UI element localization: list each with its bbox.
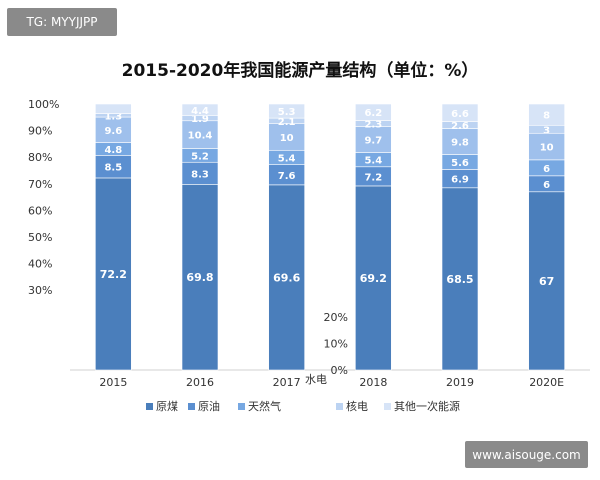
y-tick-label: 80% xyxy=(28,151,52,164)
bar-segment xyxy=(355,185,392,371)
y-tick-label: 70% xyxy=(28,178,52,191)
data-label: 10 xyxy=(280,133,294,144)
bar-segment xyxy=(181,184,219,371)
bar-segment xyxy=(355,126,392,153)
legend-label: 原煤 xyxy=(156,400,178,413)
data-label: 5.4 xyxy=(364,156,382,167)
data-label: 6 xyxy=(543,180,550,191)
data-label: 8.5 xyxy=(104,163,122,174)
x-tick-label: 2020E xyxy=(529,376,564,389)
data-label: 5.3 xyxy=(278,107,296,118)
data-label: 9.7 xyxy=(364,136,382,147)
inset-label: 水电 xyxy=(305,373,327,386)
bar-segment xyxy=(268,103,305,119)
legend-swatch xyxy=(238,403,245,410)
legend-label: 天然气 xyxy=(248,399,281,413)
data-label: 5.6 xyxy=(451,158,469,169)
data-label: 69.6 xyxy=(273,271,300,284)
data-label: 5.4 xyxy=(278,153,296,164)
legend-swatch xyxy=(146,403,153,410)
chart-title: 2015-2020年我国能源产量结构（单位：%） xyxy=(121,61,479,81)
bar-segment xyxy=(441,103,479,122)
data-label: 69.2 xyxy=(360,272,387,285)
data-label: 10.4 xyxy=(188,131,213,142)
data-label: 5.2 xyxy=(191,151,209,162)
data-label: 2.1 xyxy=(278,117,296,128)
watermark-bottom: www.aisouge.com xyxy=(465,441,588,468)
inset-tick-label: 20% xyxy=(324,311,348,324)
data-label: 7.6 xyxy=(278,171,296,182)
legend-swatch xyxy=(188,403,195,410)
inset-tick-label: 10% xyxy=(324,338,348,351)
y-tick-label: 90% xyxy=(28,125,52,138)
data-label: 2.3 xyxy=(364,120,382,131)
x-tick-label: 2016 xyxy=(186,376,214,389)
data-label: 8.3 xyxy=(191,169,209,180)
data-label: 10 xyxy=(540,143,554,154)
y-tick-label: 100% xyxy=(28,98,59,111)
data-label: 7.2 xyxy=(364,172,382,183)
y-tick-label: 60% xyxy=(28,204,52,217)
bar-segment xyxy=(441,187,479,371)
x-tick-label: 2019 xyxy=(446,376,474,389)
bar-segment xyxy=(355,103,392,121)
data-label: 69.8 xyxy=(186,271,213,284)
y-tick-label: 30% xyxy=(28,284,52,297)
data-label: 72.2 xyxy=(100,268,127,281)
data-label: 6.6 xyxy=(451,109,469,120)
data-label: 6 xyxy=(543,164,550,175)
data-label: 4.8 xyxy=(104,145,122,156)
data-label: 68.5 xyxy=(446,273,473,286)
legend-swatch xyxy=(384,403,391,410)
data-label: 4.4 xyxy=(191,106,209,117)
data-label: 6.9 xyxy=(451,175,469,186)
bar-segment xyxy=(95,103,132,114)
data-label: 6.2 xyxy=(364,108,382,119)
legend-label: 原油 xyxy=(198,399,220,413)
inset-tick-label: 0% xyxy=(331,364,348,377)
bar-segment xyxy=(268,184,305,371)
bar-segment xyxy=(181,103,219,117)
bar-segment xyxy=(441,128,479,155)
bar-segment xyxy=(528,103,565,126)
data-label: 67 xyxy=(539,275,554,288)
bar-segment xyxy=(181,120,219,149)
y-tick-label: 50% xyxy=(28,231,52,244)
data-label: 8 xyxy=(543,111,550,122)
bar-segment xyxy=(528,132,565,161)
data-label: 1.3 xyxy=(104,111,122,122)
data-label: 9.6 xyxy=(104,126,122,137)
bar-segment xyxy=(268,123,305,151)
x-tick-label: 2017 xyxy=(273,376,301,389)
bar-segment xyxy=(528,191,565,371)
data-label: 1.9 xyxy=(191,114,209,125)
data-label: 3 xyxy=(543,125,550,136)
data-label: 9.8 xyxy=(451,138,469,149)
legend-swatch xyxy=(336,403,343,410)
legend-label: 其他一次能源 xyxy=(394,399,460,413)
y-tick-label: 40% xyxy=(28,258,52,271)
legend-label: 核电 xyxy=(346,399,368,413)
data-label: 2.6 xyxy=(451,121,469,132)
x-tick-label: 2015 xyxy=(99,376,127,389)
x-tick-label: 2018 xyxy=(359,376,387,389)
watermark-top: TG: MYYJJPP xyxy=(7,8,117,36)
